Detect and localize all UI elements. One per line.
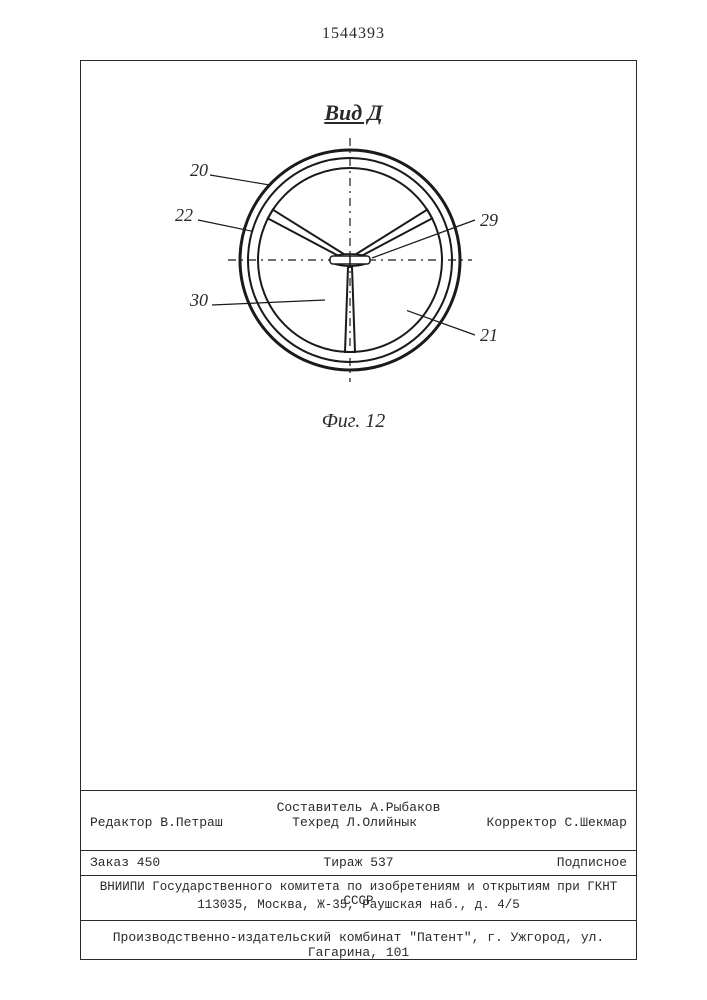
- credits-editor-row: Редактор В.Петраш Техред Л.Олийнык Корре…: [90, 815, 627, 830]
- wheel-diagram: [170, 130, 530, 390]
- corrector: Корректор С.Шекмар: [487, 815, 627, 830]
- callout-20: 20: [190, 160, 208, 181]
- order-row: Заказ 450 Тираж 537 Подписное: [90, 855, 627, 870]
- divider-1: [80, 790, 637, 791]
- combinat-line: Производственно-издательский комбинат "П…: [90, 930, 627, 960]
- order: Заказ 450: [90, 855, 160, 870]
- callout-30: 30: [190, 290, 208, 311]
- tirazh: Тираж 537: [323, 855, 393, 870]
- patent-number: 1544393: [0, 25, 707, 43]
- callout-22: 22: [175, 205, 193, 226]
- subscription: Подписное: [557, 855, 627, 870]
- compiler: Составитель А.Рыбаков: [277, 800, 441, 815]
- vniipi-line2: 113035, Москва, Ж-35, Раушская наб., д. …: [90, 898, 627, 912]
- credits-compiler-row: Составитель А.Рыбаков: [90, 800, 627, 815]
- divider-4: [80, 920, 637, 921]
- divider-3: [80, 875, 637, 876]
- view-label: Вид Д: [0, 100, 707, 126]
- techred: Техред Л.Олийнык: [292, 815, 417, 830]
- divider-2: [80, 850, 637, 851]
- figure-12: [170, 130, 530, 410]
- callout-29: 29: [480, 210, 498, 231]
- figure-caption: Фиг. 12: [0, 410, 707, 433]
- editor: Редактор В.Петраш: [90, 815, 223, 830]
- callout-21: 21: [480, 325, 498, 346]
